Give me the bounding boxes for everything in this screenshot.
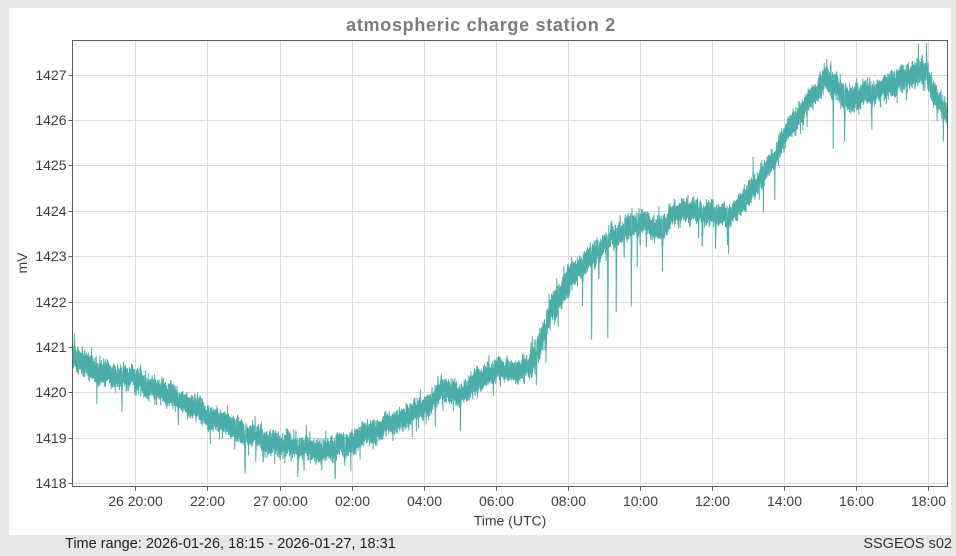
svg-text:1422: 1422	[35, 294, 66, 310]
svg-text:27 00:00: 27 00:00	[253, 493, 308, 509]
svg-text:26 20:00: 26 20:00	[108, 493, 163, 509]
svg-text:1420: 1420	[35, 384, 66, 400]
svg-text:06:00: 06:00	[479, 493, 514, 509]
svg-text:1419: 1419	[35, 430, 66, 446]
svg-text:10:00: 10:00	[623, 493, 658, 509]
svg-text:1425: 1425	[35, 157, 66, 173]
svg-text:08:00: 08:00	[551, 493, 586, 509]
svg-text:18:00: 18:00	[911, 493, 946, 509]
svg-text:1427: 1427	[35, 67, 66, 83]
svg-text:12:00: 12:00	[695, 493, 730, 509]
svg-text:1424: 1424	[35, 203, 66, 219]
svg-text:02:00: 02:00	[335, 493, 370, 509]
svg-text:Time (UTC): Time (UTC)	[474, 513, 547, 529]
svg-text:1423: 1423	[35, 248, 66, 264]
svg-text:atmospheric charge station 2: atmospheric charge station 2	[346, 15, 616, 35]
svg-text:1418: 1418	[35, 475, 66, 491]
svg-text:1421: 1421	[35, 339, 66, 355]
svg-text:1426: 1426	[35, 112, 66, 128]
svg-text:04:00: 04:00	[407, 493, 442, 509]
svg-text:14:00: 14:00	[767, 493, 802, 509]
svg-text:16:00: 16:00	[839, 493, 874, 509]
svg-text:mV: mV	[14, 252, 30, 274]
svg-text:22:00: 22:00	[190, 493, 225, 509]
